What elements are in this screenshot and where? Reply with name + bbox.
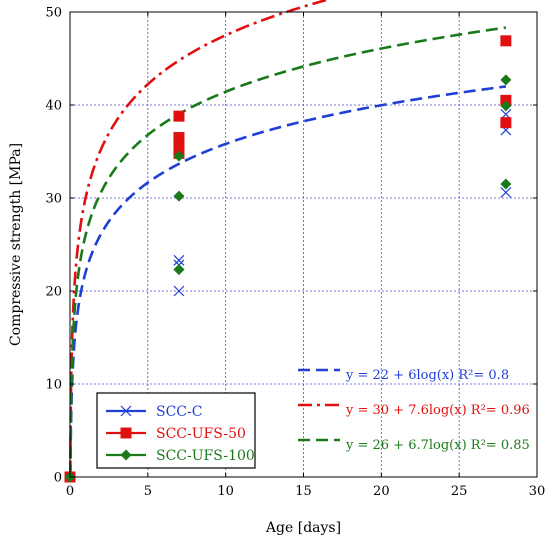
point-x-marker — [500, 186, 512, 198]
y-axis-label: Compressive strength [MPa] — [8, 143, 24, 346]
x-axis-label: Age [days] — [265, 520, 341, 536]
x-tick-label: 20 — [373, 484, 390, 499]
axis-ticks: 0 5 10 15 20 25 30 0 10 20 30 40 50 — [45, 6, 545, 500]
x-tick-label: 25 — [451, 484, 468, 499]
point-x-marker — [173, 285, 185, 297]
legend-item: SCC-C — [106, 404, 202, 420]
x-tick-label: 30 — [529, 484, 546, 499]
point-diamond-marker — [173, 264, 185, 276]
fit-equation-label: y = 26 + 6.7log(x) R²= 0.85 — [345, 438, 530, 453]
point-square-marker — [500, 94, 512, 106]
point-square-marker — [173, 132, 185, 144]
point-square-marker — [500, 117, 512, 129]
x-tick-label: 5 — [144, 484, 152, 499]
y-tick-label: 50 — [45, 6, 62, 21]
legend-label: SCC-UFS-50 — [156, 426, 246, 442]
legend-item: SCC-UFS-100 — [106, 448, 255, 464]
fit-lines — [69, 0, 507, 477]
legend: SCC-C SCC-UFS-50 SCC-UFS-100 — [96, 392, 256, 469]
x-tick-label: 15 — [295, 484, 312, 499]
y-tick-label: 20 — [45, 285, 62, 300]
point-x-marker — [173, 254, 185, 266]
grid — [70, 12, 537, 477]
y-tick-label: 0 — [54, 471, 62, 486]
point-square-marker — [173, 110, 185, 122]
point-diamond-marker — [173, 150, 185, 162]
legend-label: SCC-C — [156, 404, 202, 420]
point-x-marker — [120, 405, 132, 417]
y-tick-label: 10 — [45, 378, 62, 393]
legend-label: SCC-UFS-100 — [156, 448, 255, 464]
fit-equations: y = 22 + 6log(x) R²= 0.8 y = 30 + 7.6log(… — [298, 368, 530, 453]
fit-equation-label: y = 30 + 7.6log(x) R²= 0.96 — [345, 403, 530, 418]
x-tick-label: 0 — [66, 484, 74, 499]
x-tick-label: 10 — [217, 484, 234, 499]
y-tick-label: 40 — [45, 99, 62, 114]
legend-item: SCC-UFS-50 — [106, 426, 246, 442]
fit-curve — [69, 26, 507, 477]
point-diamond-marker — [173, 190, 185, 202]
fit-curve — [69, 0, 332, 475]
fit-equation-label: y = 22 + 6log(x) R²= 0.8 — [345, 368, 509, 383]
point-square-marker — [173, 139, 185, 151]
point-diamond-marker — [120, 449, 132, 461]
point-square-marker — [120, 427, 132, 439]
point-diamond-marker — [500, 178, 512, 190]
point-diamond-marker — [500, 100, 512, 112]
point-square-marker — [500, 35, 512, 47]
y-tick-label: 30 — [45, 192, 62, 207]
point-diamond-marker — [500, 74, 512, 86]
